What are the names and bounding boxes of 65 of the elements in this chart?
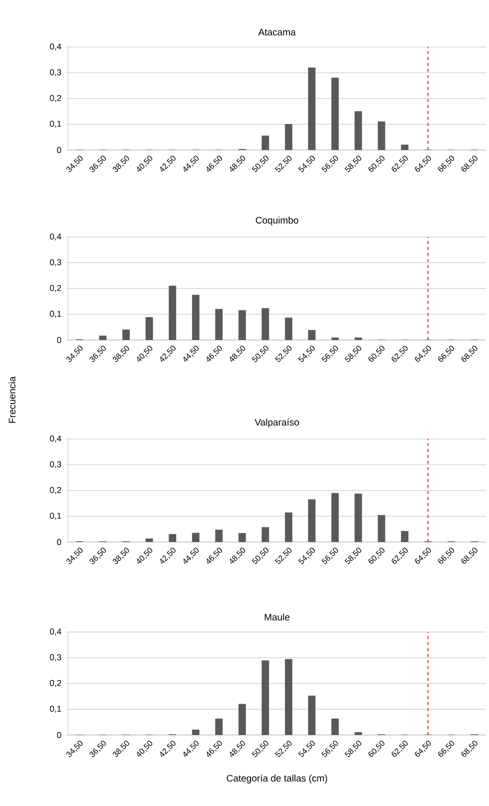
y-tick-label: 0,4 bbox=[50, 234, 62, 241]
bar bbox=[262, 308, 270, 340]
y-axis-title: Frecuencia bbox=[8, 376, 16, 423]
bar bbox=[354, 494, 362, 542]
y-tick-label: 0,2 bbox=[50, 487, 62, 494]
bar bbox=[238, 533, 246, 542]
y-tick-label: 0,2 bbox=[50, 95, 62, 102]
bar bbox=[284, 659, 292, 736]
y-tick-label: 0,4 bbox=[50, 44, 62, 51]
y-tick-label: 0,2 bbox=[50, 285, 62, 292]
bar bbox=[354, 111, 362, 150]
bar bbox=[331, 492, 339, 542]
bar bbox=[378, 121, 386, 150]
bar bbox=[238, 310, 246, 340]
bar bbox=[308, 696, 316, 736]
bar bbox=[262, 660, 270, 736]
bar bbox=[401, 144, 408, 150]
y-tick-label: 0,3 bbox=[50, 69, 62, 76]
bar bbox=[401, 530, 408, 542]
chart-title: Valparaíso bbox=[254, 418, 299, 428]
bar bbox=[308, 499, 316, 542]
bar bbox=[308, 67, 316, 150]
y-tick-label: 0,3 bbox=[50, 654, 62, 662]
y-tick-label: 0,1 bbox=[50, 512, 62, 520]
y-tick-label: 0,1 bbox=[50, 706, 62, 713]
y-tick-label: 0,3 bbox=[50, 461, 62, 468]
bar bbox=[146, 317, 153, 340]
x-axis-title: Categoría de tallas (cm) bbox=[226, 774, 328, 784]
bar bbox=[331, 78, 339, 150]
y-tick-label: 0 bbox=[57, 539, 62, 546]
bar bbox=[215, 308, 223, 340]
bar bbox=[354, 337, 362, 340]
y-tick-label: 0,4 bbox=[50, 436, 62, 443]
bar bbox=[331, 718, 339, 736]
bar bbox=[192, 294, 200, 340]
y-tick-label: 0 bbox=[57, 147, 62, 154]
bar bbox=[284, 318, 292, 340]
bar bbox=[284, 512, 292, 542]
chart-title: Atacama bbox=[258, 28, 296, 36]
bar bbox=[308, 330, 316, 340]
bar bbox=[238, 704, 246, 736]
y-tick-label: 0,4 bbox=[50, 628, 62, 636]
bar bbox=[284, 124, 292, 150]
chart-title: Coquimbo bbox=[256, 216, 298, 226]
y-tick-label: 0 bbox=[57, 732, 62, 738]
bar bbox=[262, 527, 270, 542]
bar bbox=[192, 532, 200, 542]
y-tick-label: 0,1 bbox=[50, 120, 62, 128]
bar bbox=[215, 718, 223, 736]
bar bbox=[354, 732, 362, 736]
bar bbox=[215, 530, 223, 542]
bar bbox=[168, 286, 176, 340]
bar bbox=[331, 337, 339, 340]
y-tick-label: 0 bbox=[57, 337, 62, 344]
bar bbox=[146, 538, 153, 542]
y-tick-label: 0,2 bbox=[50, 680, 62, 688]
bar bbox=[378, 515, 386, 542]
y-tick-label: 0,3 bbox=[50, 259, 62, 266]
chart-title: Maule bbox=[264, 613, 290, 620]
bar bbox=[99, 336, 107, 340]
bar bbox=[262, 136, 270, 150]
y-tick-label: 0,1 bbox=[50, 310, 62, 318]
bar bbox=[122, 330, 130, 340]
bar bbox=[168, 534, 176, 542]
bar bbox=[192, 730, 200, 736]
